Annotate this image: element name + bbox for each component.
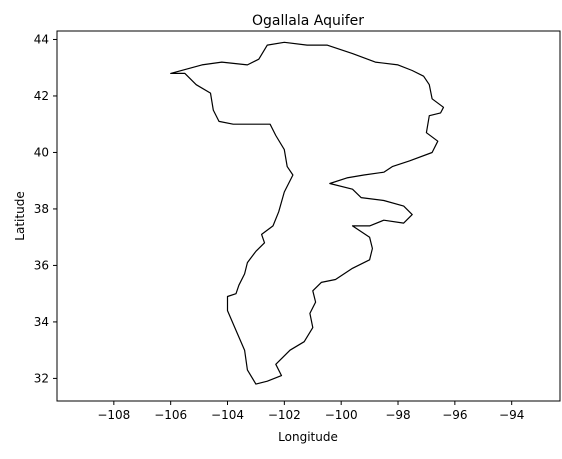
chart-title: Ogallala Aquifer xyxy=(252,13,364,29)
y-tick-label: 34 xyxy=(34,315,49,329)
y-axis: 32 34 36 38 40 42 44 xyxy=(34,32,57,385)
y-tick-label: 42 xyxy=(34,89,49,103)
y-tick-label: 44 xyxy=(34,32,49,46)
y-tick-label: 40 xyxy=(34,145,49,159)
x-tick-label: −94 xyxy=(499,408,524,422)
x-tick-label: −108 xyxy=(97,408,130,422)
x-tick-label: −106 xyxy=(154,408,187,422)
y-tick-label: 36 xyxy=(34,258,49,272)
x-axis-label: Longitude xyxy=(278,430,338,444)
x-tick-label: −100 xyxy=(325,408,358,422)
axes-frame xyxy=(56,30,561,402)
y-axis-label: Latitude xyxy=(13,191,27,240)
x-tick-label: −98 xyxy=(385,408,410,422)
x-tick-label: −96 xyxy=(442,408,467,422)
plot-area xyxy=(56,30,561,402)
y-tick-label: 38 xyxy=(34,202,49,216)
x-axis: −108 −106 −104 −102 −100 −98 −96 −94 xyxy=(97,401,524,422)
x-tick-label: −104 xyxy=(211,408,244,422)
y-tick-label: 32 xyxy=(34,371,49,385)
x-tick-label: −102 xyxy=(268,408,301,422)
aquifer-boundary xyxy=(170,41,445,385)
